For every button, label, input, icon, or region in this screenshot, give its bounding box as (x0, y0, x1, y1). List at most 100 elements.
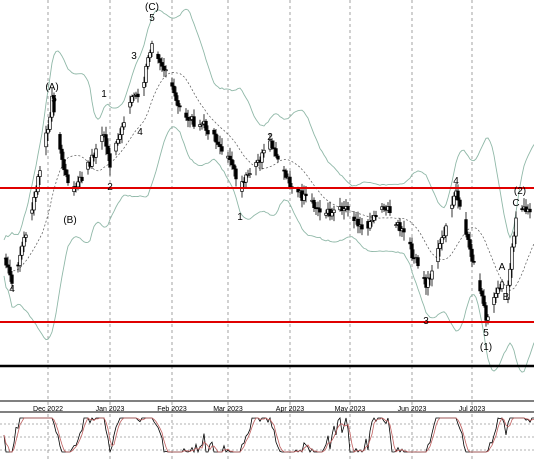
candle (276, 153, 280, 163)
candle (198, 119, 202, 131)
candle (192, 109, 196, 129)
candle (148, 49, 152, 63)
candle (158, 54, 162, 71)
candle (48, 112, 52, 132)
candle (156, 51, 160, 64)
candle (500, 279, 504, 292)
candle (62, 151, 66, 177)
wave-label: (B) (63, 215, 76, 226)
candle (356, 211, 360, 234)
candle (204, 119, 208, 136)
wave-label: 4 (137, 127, 143, 138)
candle (52, 92, 56, 116)
wave-label: A (499, 262, 506, 273)
candle (388, 199, 392, 216)
candle (426, 271, 430, 296)
candle (104, 126, 108, 156)
candle (410, 237, 414, 261)
candle (120, 122, 124, 144)
candle (90, 148, 94, 170)
candle (316, 201, 320, 217)
candle (66, 169, 70, 186)
candle (32, 191, 36, 216)
candle (458, 197, 462, 210)
bollinger-lower (3, 126, 534, 373)
wave-label: 3 (131, 51, 137, 62)
candle (528, 203, 532, 219)
candle (372, 210, 376, 224)
candle (270, 137, 274, 150)
candle (342, 201, 346, 220)
candle (58, 132, 62, 154)
candle (230, 151, 234, 170)
candle (260, 149, 264, 170)
candle (240, 175, 244, 198)
x-tick-label: May 2023 (335, 406, 366, 413)
candle (94, 143, 98, 165)
candle (38, 165, 42, 186)
candle (8, 259, 12, 282)
candle (510, 243, 514, 278)
candle (402, 220, 406, 241)
candle (450, 196, 454, 218)
candle (244, 172, 248, 188)
candle (494, 287, 498, 303)
candles (4, 40, 532, 327)
candle (160, 57, 164, 72)
stochastic-d-line (3, 417, 534, 453)
candle (144, 63, 148, 87)
candle (464, 212, 468, 238)
candle (470, 243, 474, 268)
wave-label: (A) (45, 82, 58, 93)
candle (262, 143, 266, 158)
candle (408, 237, 412, 250)
wave-label: 2 (107, 182, 113, 193)
candle (232, 160, 236, 177)
candle (100, 126, 104, 150)
wave-label: 3 (423, 316, 429, 327)
candle (10, 271, 14, 290)
x-tick-label: Dec 2022 (33, 406, 63, 413)
candle (452, 192, 456, 208)
x-tick-label: Jul 2023 (459, 406, 486, 413)
candle (4, 253, 8, 269)
candle (368, 212, 372, 231)
x-tick-label: Apr 2023 (276, 406, 305, 413)
wave-label: C (512, 198, 519, 209)
candle (394, 222, 398, 229)
x-tick-label: Jan 2023 (96, 406, 125, 413)
candle (220, 138, 224, 155)
candle (80, 171, 84, 184)
candle (496, 280, 500, 298)
candle (170, 77, 174, 90)
candle (142, 76, 146, 96)
candle (444, 223, 448, 243)
candle (508, 263, 512, 288)
candle (176, 95, 180, 114)
candle (172, 78, 176, 97)
candle (438, 238, 442, 257)
candle (480, 287, 484, 304)
candle (430, 264, 434, 287)
candle (146, 55, 150, 70)
candle (108, 147, 112, 176)
candle (442, 226, 446, 240)
wave-label: 1 (237, 212, 243, 223)
candle (218, 135, 222, 155)
candle (114, 141, 118, 156)
candle (330, 207, 334, 220)
candle (318, 199, 322, 221)
candle (346, 202, 350, 217)
candle (118, 128, 122, 145)
wave-label: 2 (267, 132, 273, 143)
candle (212, 128, 216, 142)
candle (162, 58, 166, 77)
candle (18, 246, 22, 272)
wave-label: B (503, 292, 510, 303)
candle (468, 231, 472, 257)
candle (374, 210, 378, 221)
wave-label: 5 (51, 94, 57, 105)
x-tick-label: Feb 2023 (157, 406, 187, 413)
candle (370, 215, 374, 227)
